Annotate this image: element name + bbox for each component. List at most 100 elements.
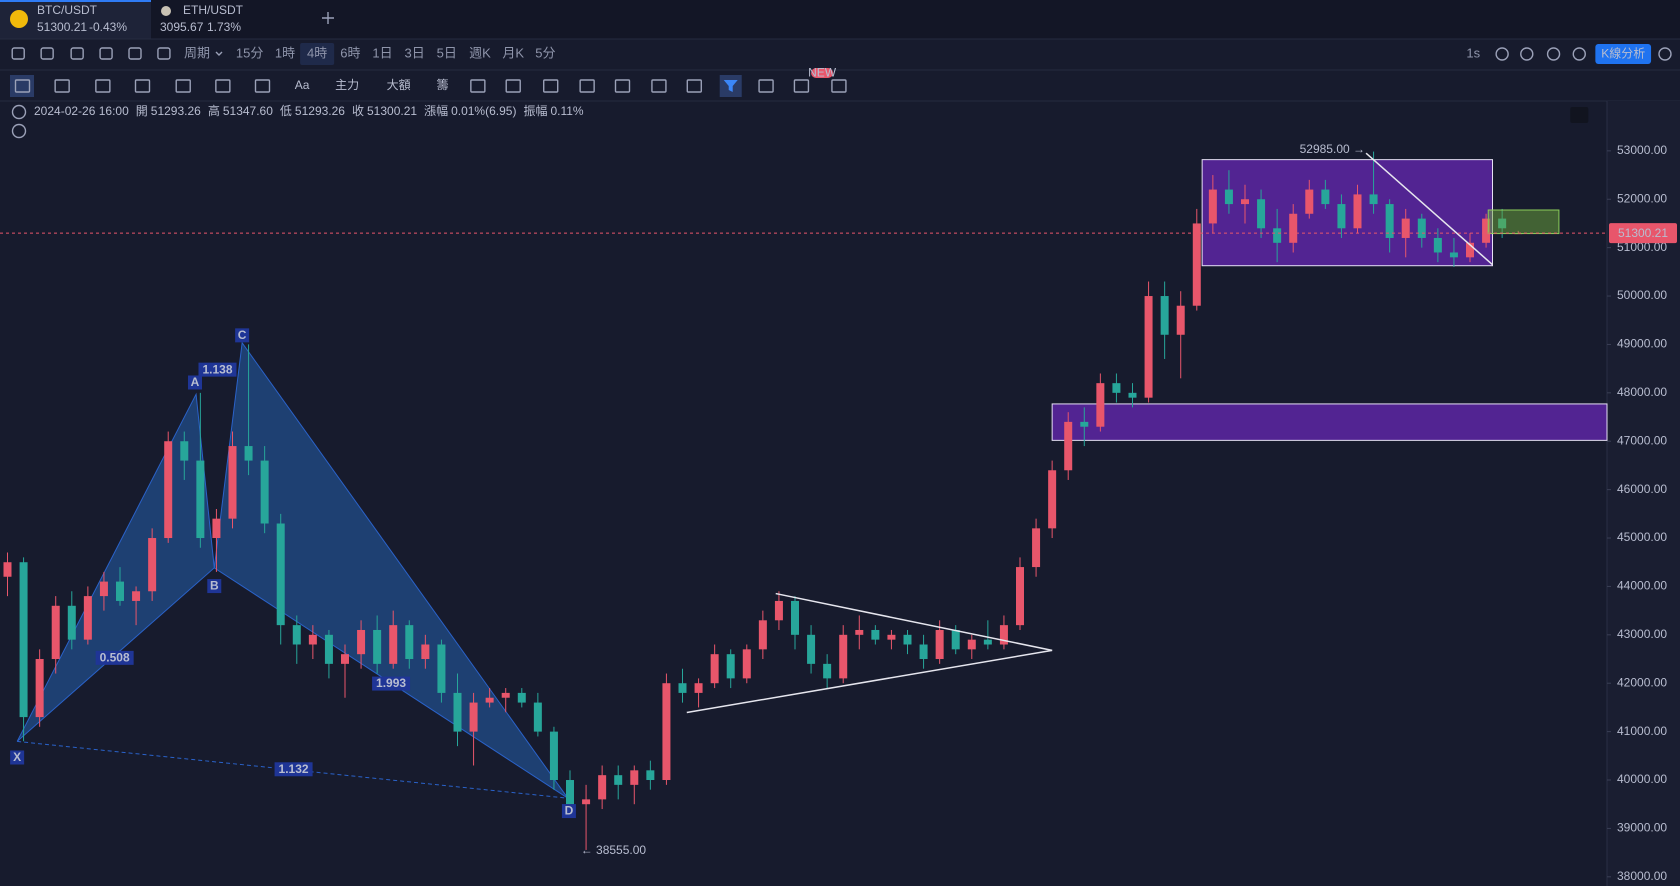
candle-body <box>1016 567 1024 626</box>
period-menu[interactable]: 周期 <box>184 45 210 60</box>
draw-tool[interactable] <box>831 79 847 93</box>
draw-tool[interactable] <box>95 79 111 93</box>
pattern-point: A <box>191 375 200 389</box>
tab-change: 1.73% <box>207 20 241 34</box>
toolbar-icon[interactable] <box>1520 47 1534 61</box>
y-tick-label: 51000.00 <box>1617 240 1667 254</box>
candle-body <box>967 639 976 650</box>
ratio-bg <box>274 762 313 777</box>
expand-icon[interactable] <box>11 123 27 139</box>
draw-tool[interactable] <box>254 79 271 93</box>
draw-tool[interactable] <box>134 79 151 93</box>
pattern-point-bg <box>207 579 222 594</box>
draw-tool[interactable] <box>543 79 559 93</box>
collapse-icon[interactable] <box>11 104 27 120</box>
candle-body <box>228 446 237 519</box>
pattern-point: X <box>13 750 21 764</box>
draw-tool[interactable] <box>14 79 31 93</box>
interval[interactable]: 15分 <box>236 45 263 60</box>
draw-tool[interactable] <box>579 79 595 93</box>
candle-body <box>807 634 816 664</box>
trend-line <box>1365 152 1493 266</box>
draw-tool[interactable] <box>651 79 667 93</box>
draw-tool[interactable] <box>470 79 486 93</box>
toolbar-icon[interactable] <box>157 47 171 60</box>
toolbar-icon[interactable] <box>70 47 84 60</box>
candle-body <box>373 629 382 664</box>
text-tool[interactable]: Aa <box>295 78 310 92</box>
candle-body <box>292 625 301 645</box>
info-label: 漲幅 <box>424 103 448 118</box>
y-tick-label: 41000.00 <box>1617 724 1667 738</box>
main-force-tool[interactable]: 主力 <box>335 78 359 92</box>
last-price-tag <box>1609 223 1677 244</box>
candle-body <box>389 625 398 664</box>
tab-symbol[interactable]: ETH/USDT <box>183 3 244 17</box>
fullscreen-icon[interactable] <box>1570 107 1589 123</box>
speed[interactable]: 1s <box>1466 45 1480 60</box>
candle-body <box>357 629 366 655</box>
analysis-label: K線分析 <box>1601 46 1645 61</box>
candle-body <box>1449 252 1458 258</box>
draw-tool[interactable] <box>686 79 702 93</box>
info-value: 51300.21 <box>367 104 417 118</box>
interval[interactable]: 月K <box>502 45 524 60</box>
toolbar-icon[interactable] <box>1495 47 1509 61</box>
draw-tool[interactable] <box>54 79 70 93</box>
draw-tool[interactable] <box>215 79 231 93</box>
toolbar-icon[interactable] <box>128 47 142 60</box>
candle-body <box>1192 223 1201 306</box>
interval[interactable]: 5分 <box>535 45 555 60</box>
toolbar-icon[interactable] <box>40 47 54 60</box>
interval[interactable]: 1日 <box>372 45 392 60</box>
candle-body <box>180 441 189 461</box>
candle-body <box>1273 228 1282 243</box>
y-tick-label: 47000.00 <box>1617 433 1667 447</box>
info-label: 高 <box>208 103 220 118</box>
ratio-bg <box>95 650 134 665</box>
candle-body <box>1417 218 1426 238</box>
candle-body <box>1385 204 1394 238</box>
interval[interactable]: 1時 <box>275 45 295 60</box>
y-tick-label: 50000.00 <box>1617 288 1667 302</box>
large-order-tool[interactable]: 大額 <box>387 78 411 92</box>
filter-tool[interactable] <box>723 80 738 92</box>
toolbar-icon[interactable] <box>99 47 113 60</box>
ratio-label: 0.508 <box>100 651 130 665</box>
candle-body <box>437 644 446 693</box>
active-tool-bg <box>10 75 34 97</box>
candle-body <box>1208 189 1217 224</box>
y-tick-label: 52000.00 <box>1617 191 1667 205</box>
interval[interactable]: 3日 <box>405 45 425 60</box>
add-tab[interactable] <box>322 12 334 24</box>
interval[interactable]: 6時 <box>340 45 360 60</box>
draw-tool[interactable] <box>505 79 521 93</box>
eth-icon <box>161 6 171 16</box>
interval[interactable]: 週K <box>469 45 491 60</box>
candle-body <box>276 523 285 626</box>
candle-body <box>919 644 928 660</box>
draw-tool[interactable] <box>793 79 810 93</box>
candle-body <box>662 683 671 781</box>
draw-tool[interactable] <box>614 79 631 93</box>
analysis-button[interactable] <box>1595 44 1652 64</box>
candle-body <box>566 780 574 805</box>
target-box <box>1487 209 1560 235</box>
toolbar-icon[interactable] <box>11 47 25 60</box>
toolbar-icon[interactable] <box>1572 47 1586 61</box>
chips-tool[interactable]: 籌 <box>436 78 448 92</box>
info-value: 0.11% <box>550 104 583 118</box>
draw-tool[interactable] <box>175 79 191 93</box>
ratio-label: 1.132 <box>279 762 309 776</box>
candle-body <box>614 775 623 785</box>
interval[interactable]: 5日 <box>437 45 457 60</box>
tab-change: -0.43% <box>89 20 127 34</box>
toolbar-icon[interactable] <box>1546 47 1561 61</box>
interval[interactable]: 4時 <box>307 45 327 60</box>
draw-tool[interactable] <box>758 79 774 93</box>
high-label: 52985.00 → <box>1300 142 1365 156</box>
triangle-upper <box>775 592 1053 652</box>
tab-symbol[interactable]: BTC/USDT <box>37 3 98 17</box>
toolbar-icon[interactable] <box>1658 47 1672 61</box>
